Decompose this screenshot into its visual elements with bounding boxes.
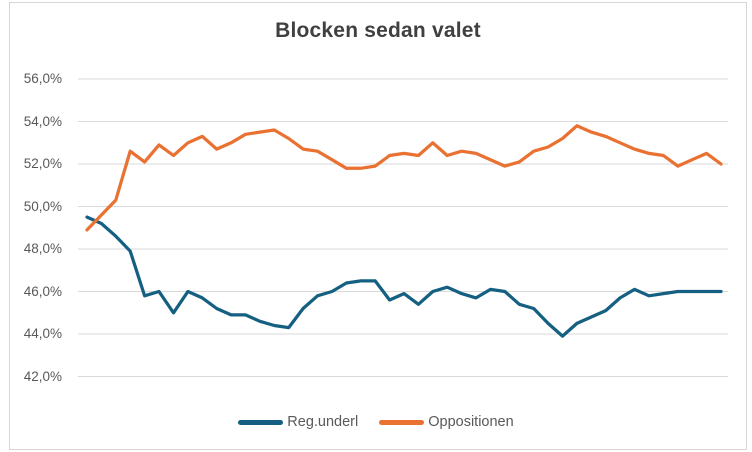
legend-label: Reg.underl: [287, 414, 359, 430]
legend-label: Oppositionen: [428, 414, 514, 430]
legend: Reg.underl Oppositionen: [0, 410, 752, 434]
series-line-reg-underl: [85, 215, 723, 338]
y-axis: 56,0% 54,0% 52,0% 50,0% 48,0% 46,0% 44,0% 42,0%: [0, 0, 62, 452]
gridlines: [78, 78, 728, 377]
chart-frame: Blocken sedan valet: [9, 2, 747, 450]
y-axis-tick-label: 46,0%: [23, 283, 62, 299]
y-axis-tick-label: 42,0%: [23, 368, 62, 384]
chart-title: Blocken sedan valet: [275, 19, 481, 42]
y-axis-tick-label: 50,0%: [23, 198, 62, 214]
legend-line-swatch: [379, 419, 425, 425]
legend-item-reg-underl: Reg.underl: [238, 414, 358, 430]
y-axis-tick-label: 52,0%: [23, 156, 62, 171]
legend-line-swatch: [238, 419, 284, 425]
y-axis-tick-label: 48,0%: [23, 241, 62, 256]
y-axis-tick-label: 44,0%: [23, 326, 62, 341]
series-line-oppositionen: [85, 124, 723, 232]
legend-item-oppositionen: Oppositionen: [379, 414, 514, 430]
y-axis-tick-label: 54,0%: [23, 113, 62, 129]
series-lines: [85, 124, 723, 338]
y-axis-tick-label: 56,0%: [23, 71, 62, 86]
